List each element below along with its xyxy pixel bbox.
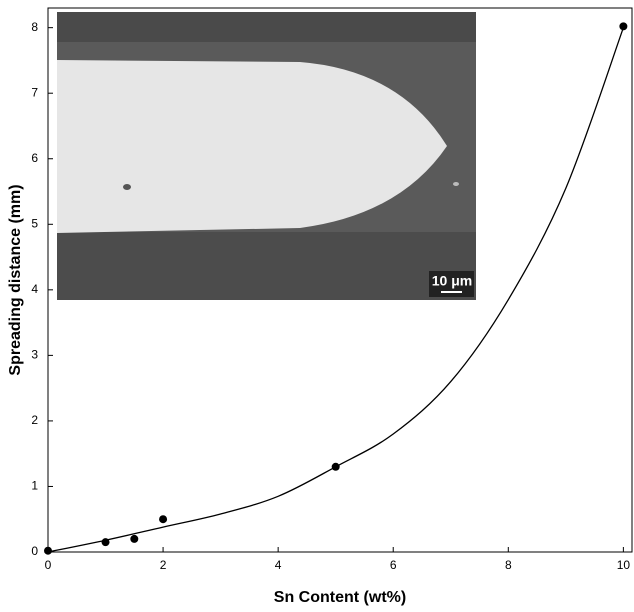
- y-tick-label: 0: [31, 544, 38, 558]
- fit-curve: [47, 27, 624, 553]
- x-tick-label: 2: [160, 558, 167, 572]
- y-tick-label: 3: [31, 348, 38, 362]
- data-point: [130, 534, 139, 543]
- y-tick-label: 6: [31, 151, 38, 165]
- plot-frame: [47, 7, 633, 553]
- x-tick-label: 8: [505, 558, 512, 572]
- x-tick-label: 10: [617, 558, 631, 572]
- inset-band: [57, 232, 476, 300]
- data-point: [159, 515, 168, 524]
- x-tick-label: 6: [390, 558, 397, 572]
- x-tick-label: 4: [275, 558, 282, 572]
- x-axis-title: Sn Content (wt%): [274, 589, 406, 606]
- y-tick-label: 8: [31, 20, 38, 34]
- inset-speck: [453, 182, 459, 186]
- data-point: [44, 546, 52, 555]
- inset-micrograph: 10 μm: [57, 12, 476, 300]
- y-tick-label: 5: [31, 216, 38, 230]
- y-axis-title: Spreading distance (mm): [7, 184, 24, 375]
- x-tick-label: 0: [45, 558, 52, 572]
- y-tick-label: 1: [31, 479, 38, 493]
- y-tick-label: 4: [31, 282, 38, 296]
- y-tick-label: 7: [31, 85, 38, 99]
- inset-droplet: [57, 60, 447, 233]
- scale-bar-label: 10 μm: [432, 273, 472, 289]
- y-tick-label: 2: [31, 413, 38, 427]
- inset-speck: [123, 184, 131, 190]
- inset-band: [57, 12, 476, 42]
- data-point: [619, 22, 628, 31]
